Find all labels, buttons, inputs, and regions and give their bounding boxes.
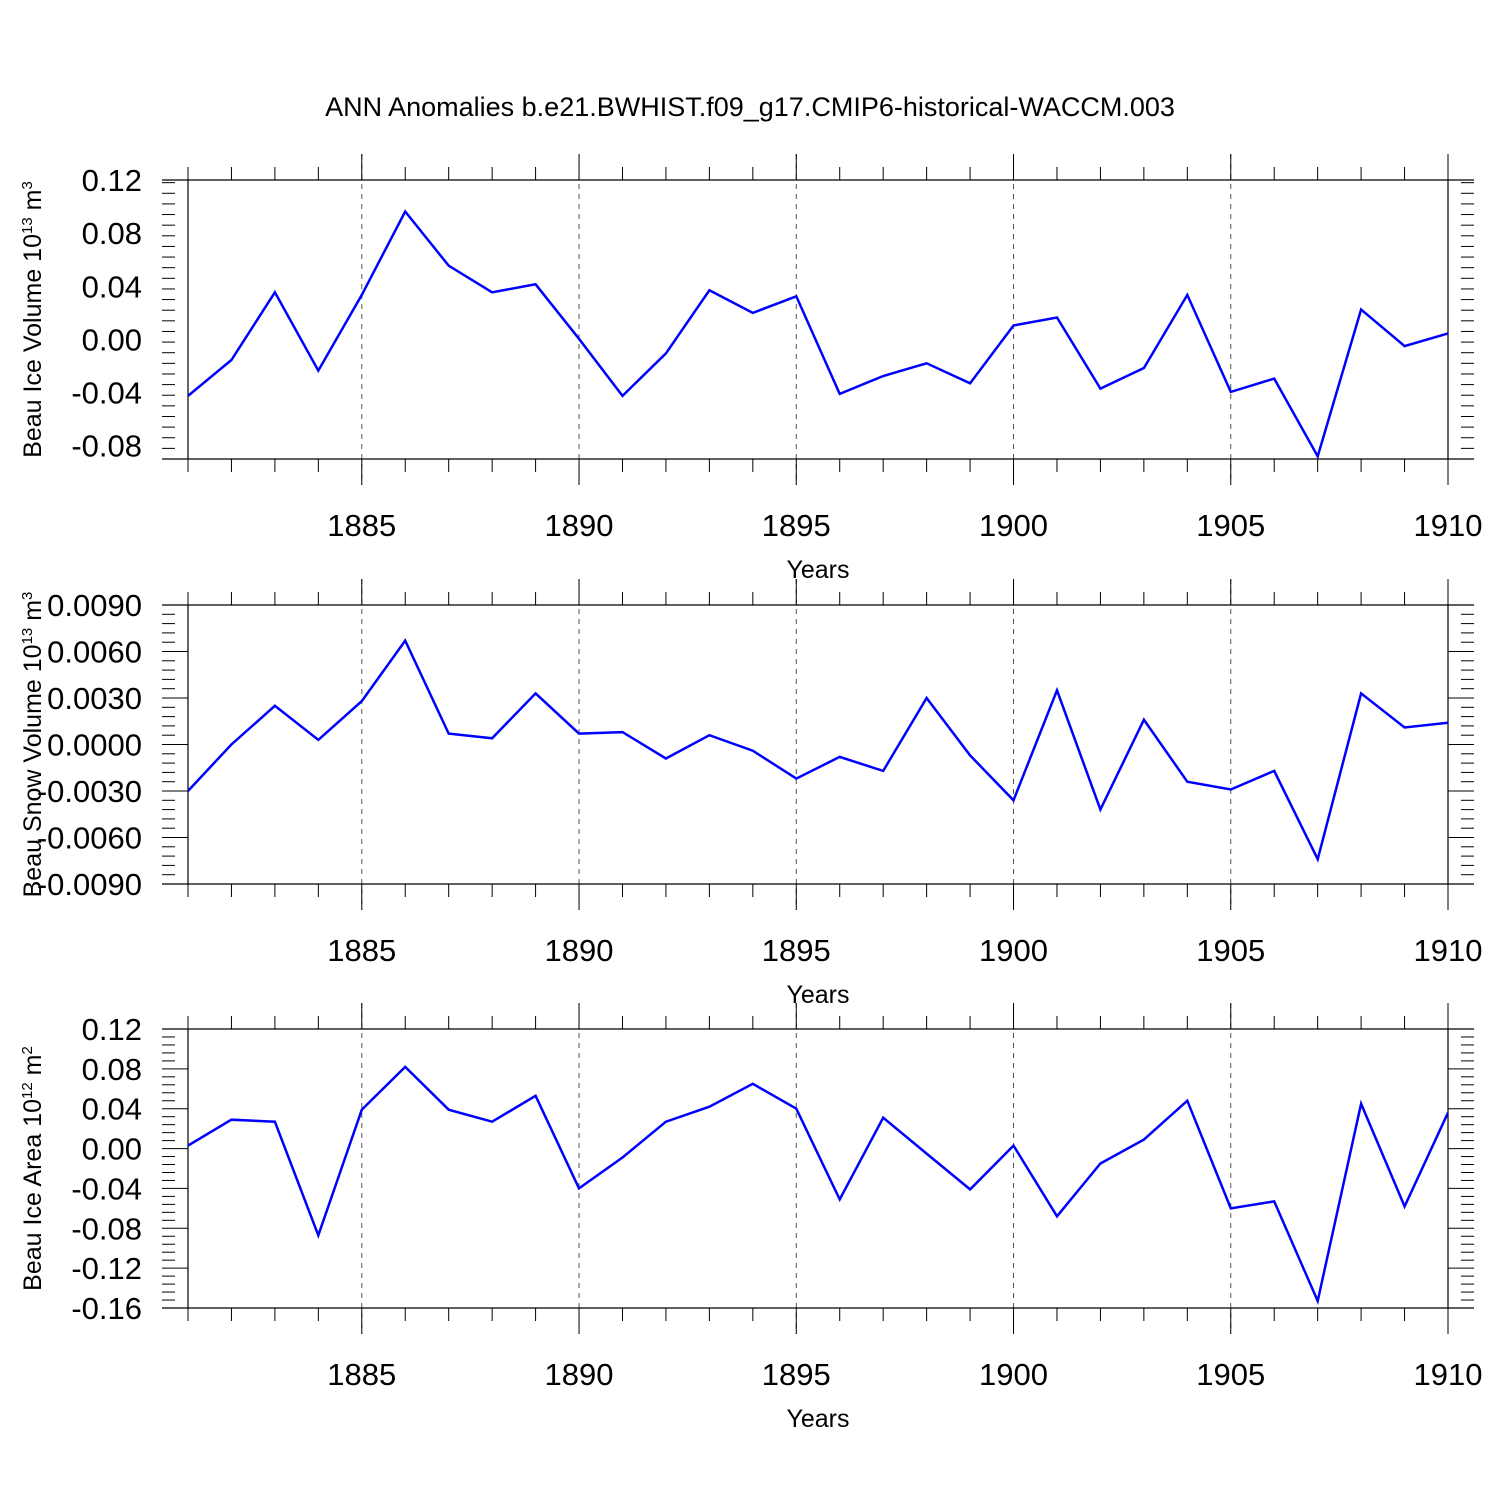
- chart-panel-2: 0.0090 0.0060 0.0030 0.0000 -0.0030 -0.0060 -0…: [19, 579, 1482, 1009]
- y-tick-label: -0.08: [71, 429, 142, 464]
- y-tick-label: 0.04: [82, 269, 142, 304]
- x-tick-label: 1900: [979, 508, 1048, 543]
- y-tick-label: -0.04: [71, 1171, 142, 1206]
- x-tick-label: 1885: [327, 1357, 396, 1392]
- y-axis-title-unit-exp: 3: [19, 592, 36, 600]
- x-tick-label: 1885: [327, 508, 396, 543]
- y-tick-label: 0.04: [82, 1092, 142, 1127]
- x-axis-title: Years: [786, 1405, 849, 1433]
- y-tick-label: 0.0030: [47, 681, 142, 716]
- y-axis-title-unit: m: [19, 190, 47, 218]
- x-tick-label: 1905: [1196, 1357, 1265, 1392]
- x-tick-label: 1895: [762, 1357, 831, 1392]
- chart-panels: 0.12 0.08 0.04 0.00 -0.04 -0.08 1885 1890 1895 19…: [19, 154, 1482, 1433]
- y-axis-title-prefix: Beau Ice Area 10: [19, 1099, 47, 1291]
- x-tick-label: 1890: [545, 1357, 614, 1392]
- x-tick-label: 1905: [1196, 933, 1265, 968]
- x-tick-label: 1905: [1196, 508, 1265, 543]
- x-tick-label: 1895: [762, 508, 831, 543]
- x-tick-label: 1900: [979, 933, 1048, 968]
- y-tick-label: -0.04: [71, 376, 142, 411]
- y-axis-title: Beau Ice Volume 1013 m3: [19, 181, 47, 458]
- y-tick-label: 0.0000: [47, 728, 142, 763]
- chart-panel-3: 0.12 0.08 0.04 0.00 -0.04 -0.08 -0.12 -0.16 1885…: [19, 1003, 1482, 1433]
- chart-panel-1: 0.12 0.08 0.04 0.00 -0.04 -0.08 1885 1890 1895 19…: [19, 154, 1482, 584]
- y-axis-title-unit: m: [19, 1055, 47, 1083]
- y-tick-label: 0.0090: [47, 588, 142, 623]
- y-axis-title-unit: m: [19, 600, 47, 628]
- y-axis-title: Beau Snow Volume 1013 m3: [19, 592, 47, 898]
- x-tick-label: 1890: [545, 933, 614, 968]
- y-tick-label: -0.12: [71, 1251, 142, 1286]
- y-tick-label: 0.00: [82, 322, 142, 357]
- y-axis-title-unit-exp: 3: [19, 181, 36, 189]
- y-tick-label: -0.0090: [37, 867, 142, 902]
- x-tick-label: 1890: [545, 508, 614, 543]
- y-tick-label: -0.0060: [37, 821, 142, 856]
- chart-title: ANN Anomalies b.e21.BWHIST.f09_g17.CMIP6…: [325, 92, 1175, 122]
- x-tick-label: 1910: [1414, 1357, 1483, 1392]
- y-tick-label: 0.12: [82, 163, 142, 198]
- series-line: [188, 1065, 1448, 1306]
- y-tick-label: 0.08: [82, 216, 142, 251]
- x-axis-title: Years: [786, 981, 849, 1009]
- y-axis-title: Beau Ice Area 1012 m2: [19, 1046, 47, 1291]
- x-tick-label: 1910: [1414, 508, 1483, 543]
- y-tick-label: 0.08: [82, 1052, 142, 1087]
- y-tick-label: 0.0060: [47, 635, 142, 670]
- y-tick-label: -0.16: [71, 1291, 142, 1326]
- x-tick-label: 1910: [1414, 933, 1483, 968]
- y-tick-label: 0.12: [82, 1012, 142, 1047]
- x-axis-title: Years: [786, 556, 849, 584]
- y-axis-title-exp: 12: [19, 1082, 36, 1099]
- y-axis-title-prefix: Beau Snow Volume 10: [19, 644, 47, 897]
- y-tick-label: 0.00: [82, 1132, 142, 1167]
- y-axis-title-exp: 13: [19, 217, 36, 234]
- x-tick-label: 1900: [979, 1357, 1048, 1392]
- y-axis-title-exp: 13: [19, 628, 36, 645]
- y-tick-label: -0.0030: [37, 774, 142, 809]
- y-tick-label: -0.08: [71, 1211, 142, 1246]
- x-tick-label: 1885: [327, 933, 396, 968]
- x-tick-label: 1895: [762, 933, 831, 968]
- series-line: [188, 209, 1448, 459]
- series-line: [188, 638, 1448, 863]
- y-axis-title-unit-exp: 2: [19, 1046, 36, 1054]
- y-axis-title-prefix: Beau Ice Volume 10: [19, 234, 47, 458]
